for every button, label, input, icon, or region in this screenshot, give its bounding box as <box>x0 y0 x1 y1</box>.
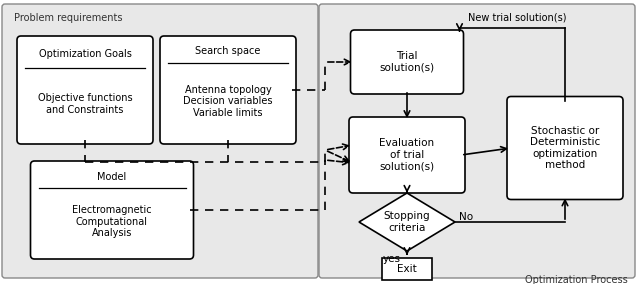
Text: Objective functions
and Constraints: Objective functions and Constraints <box>38 93 132 115</box>
Text: Search space: Search space <box>196 47 261 57</box>
FancyBboxPatch shape <box>17 36 153 144</box>
FancyBboxPatch shape <box>160 36 296 144</box>
Text: Problem requirements: Problem requirements <box>14 13 122 23</box>
Text: Model: Model <box>97 172 127 182</box>
Text: yes: yes <box>383 254 401 264</box>
FancyBboxPatch shape <box>349 117 465 193</box>
Text: Stopping
criteria: Stopping criteria <box>383 211 431 233</box>
FancyBboxPatch shape <box>31 161 194 259</box>
Text: Antenna topology
Decision variables
Variable limits: Antenna topology Decision variables Vari… <box>183 85 273 118</box>
Text: No: No <box>459 212 473 222</box>
Text: Trial
solution(s): Trial solution(s) <box>380 51 434 73</box>
Polygon shape <box>359 193 455 251</box>
FancyBboxPatch shape <box>2 4 318 278</box>
Text: New trial solution(s): New trial solution(s) <box>468 13 566 23</box>
FancyBboxPatch shape <box>350 30 464 94</box>
Text: Evaluation
of trial
solution(s): Evaluation of trial solution(s) <box>380 138 434 172</box>
Text: Electromagnetic
Computational
Analysis: Electromagnetic Computational Analysis <box>72 205 152 238</box>
FancyBboxPatch shape <box>319 4 635 278</box>
FancyBboxPatch shape <box>382 258 432 280</box>
FancyBboxPatch shape <box>507 97 623 199</box>
Text: Stochastic or
Deterministic
optimization
method: Stochastic or Deterministic optimization… <box>530 126 600 170</box>
Text: Exit: Exit <box>397 264 417 274</box>
Text: Optimization Goals: Optimization Goals <box>39 49 131 59</box>
Text: Optimization Process: Optimization Process <box>526 275 628 284</box>
